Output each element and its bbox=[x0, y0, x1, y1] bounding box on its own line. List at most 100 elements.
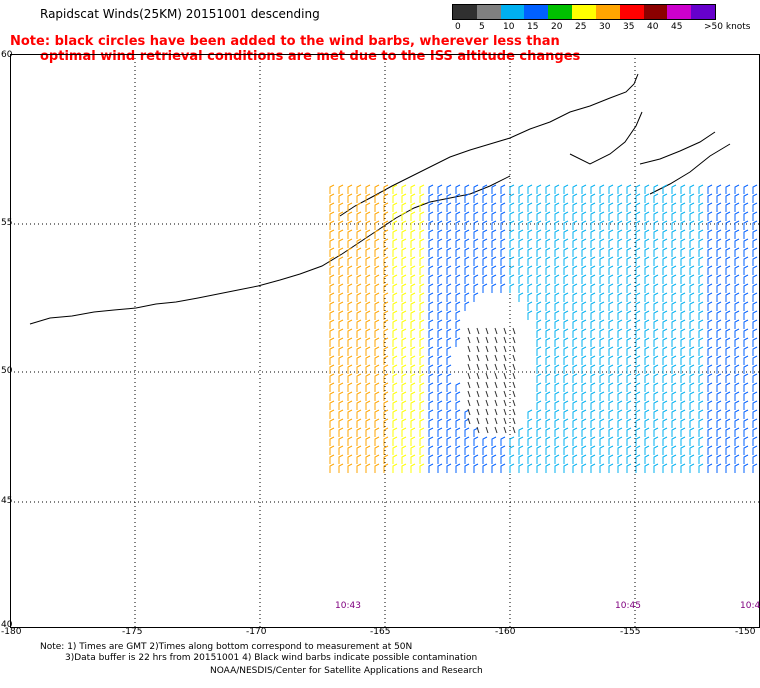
wind-barb bbox=[653, 184, 659, 194]
wind-barb bbox=[752, 373, 758, 383]
wind-barb bbox=[680, 445, 686, 455]
wind-barb bbox=[509, 193, 515, 203]
note-line-2: optimal wind retrieval conditions are me… bbox=[40, 49, 581, 64]
wind-barb bbox=[590, 463, 596, 473]
wind-barb bbox=[554, 238, 560, 248]
wind-barb bbox=[644, 445, 650, 455]
wind-barb bbox=[509, 229, 515, 239]
wind-barb-calm bbox=[512, 390, 516, 398]
legend-label-3: 15 bbox=[527, 22, 539, 32]
wind-barb bbox=[635, 310, 641, 320]
wind-barb bbox=[338, 346, 344, 356]
wind-barb bbox=[437, 337, 443, 347]
wind-barb bbox=[374, 220, 380, 230]
wind-barb bbox=[707, 283, 713, 293]
wind-barb bbox=[356, 436, 362, 446]
wind-barb bbox=[572, 274, 578, 284]
coastline bbox=[29, 73, 731, 325]
wind-barb bbox=[590, 328, 596, 338]
wind-barb bbox=[689, 256, 695, 266]
wind-barb bbox=[617, 184, 623, 194]
wind-barb bbox=[392, 229, 398, 239]
wind-barb bbox=[635, 391, 641, 401]
wind-barb bbox=[428, 445, 434, 455]
wind-barb bbox=[563, 238, 569, 248]
wind-barb bbox=[410, 238, 416, 248]
wind-barb bbox=[338, 454, 344, 464]
wind-barb bbox=[536, 445, 542, 455]
wind-barb bbox=[491, 211, 497, 221]
wind-barb bbox=[464, 427, 470, 437]
wind-barb bbox=[680, 202, 686, 212]
wind-barb-calm bbox=[476, 390, 480, 398]
wind-barb bbox=[365, 211, 371, 221]
wind-barb bbox=[599, 265, 605, 275]
wind-barb bbox=[473, 220, 479, 230]
wind-barb bbox=[644, 184, 650, 194]
wind-barb bbox=[383, 454, 389, 464]
wind-barb bbox=[608, 346, 614, 356]
wind-barb bbox=[383, 265, 389, 275]
wind-barb bbox=[428, 193, 434, 203]
wind-barb bbox=[356, 202, 362, 212]
wind-barb bbox=[572, 445, 578, 455]
wind-barb bbox=[491, 463, 497, 473]
wind-barb bbox=[680, 193, 686, 203]
wind-barb bbox=[572, 301, 578, 311]
wind-barb bbox=[473, 247, 479, 257]
wind-barb bbox=[356, 301, 362, 311]
wind-barb bbox=[428, 400, 434, 410]
wind-barb bbox=[635, 229, 641, 239]
wind-barb bbox=[500, 454, 506, 464]
wind-barb bbox=[446, 463, 452, 473]
wind-barb bbox=[707, 328, 713, 338]
wind-barb bbox=[653, 436, 659, 446]
wind-barb bbox=[572, 220, 578, 230]
wind-barb bbox=[617, 427, 623, 437]
wind-barb bbox=[428, 418, 434, 428]
wind-barb bbox=[419, 193, 425, 203]
wind-barb bbox=[338, 364, 344, 374]
wind-barb bbox=[428, 391, 434, 401]
legend-swatch-6 bbox=[595, 5, 620, 19]
wind-barb bbox=[653, 454, 659, 464]
wind-barb bbox=[671, 409, 677, 419]
wind-barb bbox=[401, 328, 407, 338]
wind-barb bbox=[671, 373, 677, 383]
wind-barb bbox=[500, 247, 506, 257]
wind-barb bbox=[707, 193, 713, 203]
wind-barb bbox=[590, 409, 596, 419]
wind-barb bbox=[716, 364, 722, 374]
wind-barb bbox=[725, 391, 731, 401]
wind-barb bbox=[752, 418, 758, 428]
wind-barb bbox=[653, 364, 659, 374]
wind-barb bbox=[410, 328, 416, 338]
wind-barb bbox=[608, 391, 614, 401]
wind-barb bbox=[653, 382, 659, 392]
wind-barb bbox=[689, 364, 695, 374]
wind-barb bbox=[734, 283, 740, 293]
wind-barb bbox=[581, 211, 587, 221]
wind-barb bbox=[374, 418, 380, 428]
wind-barb bbox=[662, 373, 668, 383]
wind-barb bbox=[662, 400, 668, 410]
wind-barb bbox=[545, 238, 551, 248]
wind-barb bbox=[545, 382, 551, 392]
wind-barb bbox=[437, 355, 443, 365]
wind-barb bbox=[698, 409, 704, 419]
wind-barb bbox=[545, 229, 551, 239]
wind-barb bbox=[644, 292, 650, 302]
wind-barb bbox=[671, 220, 677, 230]
wind-barb bbox=[338, 202, 344, 212]
wind-barb bbox=[626, 409, 632, 419]
wind-barb-calm bbox=[467, 372, 471, 380]
wind-barb bbox=[680, 382, 686, 392]
wind-barb bbox=[572, 310, 578, 320]
wind-barb bbox=[455, 292, 461, 302]
wind-barb bbox=[473, 454, 479, 464]
wind-barb bbox=[572, 283, 578, 293]
wind-barb bbox=[446, 364, 452, 374]
wind-barb bbox=[752, 220, 758, 230]
wind-barb bbox=[653, 211, 659, 221]
wind-barb bbox=[482, 202, 488, 212]
